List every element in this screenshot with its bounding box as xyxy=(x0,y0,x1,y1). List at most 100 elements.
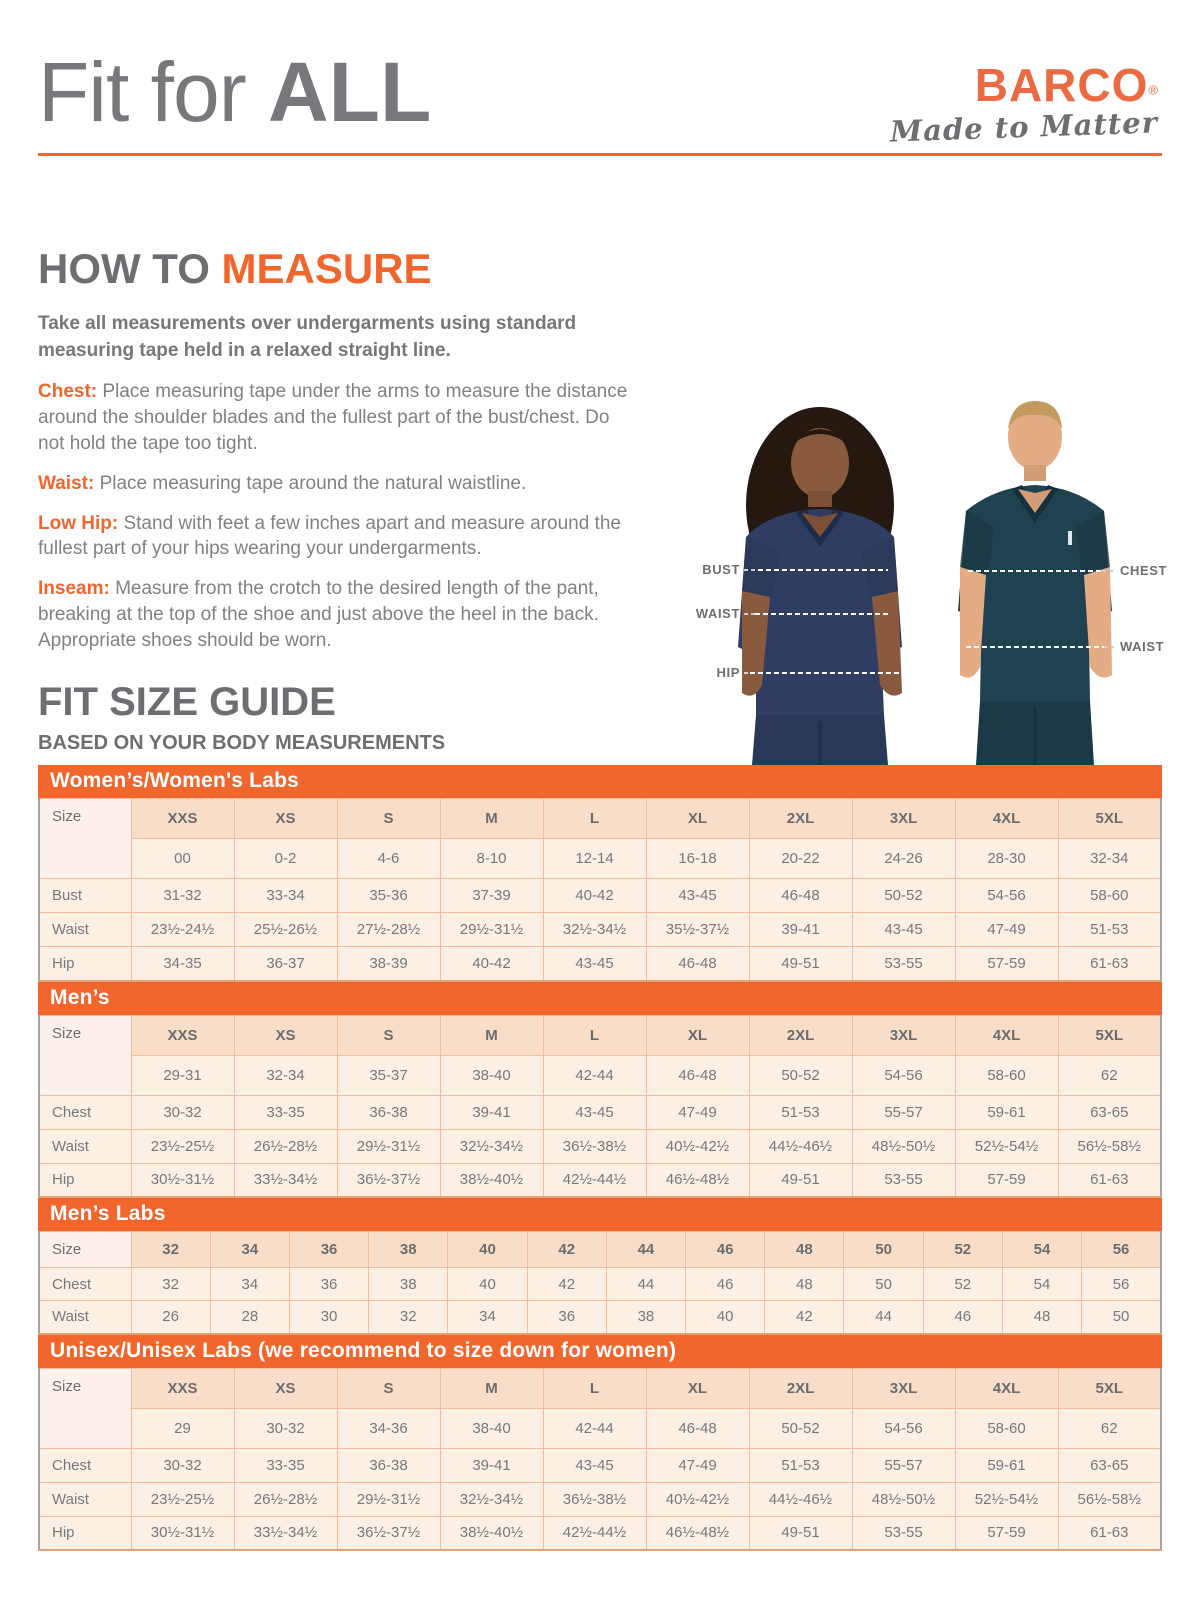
size-header-cell: 56 xyxy=(1081,1231,1162,1268)
value-cell: 23½-25½ xyxy=(130,1481,235,1517)
value-cell: 53-55 xyxy=(851,1515,956,1551)
table-row: Hip 34-35 36-37 38-39 40-42 43-45 46-48 49-51 53… xyxy=(38,946,1162,981)
size-label-cell: Size xyxy=(38,798,132,879)
hip-label: HIP xyxy=(716,665,740,680)
size-header-cell: XXS xyxy=(130,798,235,839)
value-cell: 34 xyxy=(447,1300,528,1334)
value-cell: 32 xyxy=(368,1300,449,1334)
size-range-cell: 54-56 xyxy=(851,1407,956,1449)
size-header-cell: 38 xyxy=(368,1231,449,1268)
man-model xyxy=(958,401,1112,765)
size-range-cell: 29-31 xyxy=(130,1054,235,1096)
size-range-cell: 62 xyxy=(1057,1407,1162,1449)
measure-intro-text: Take all measurements over undergarments… xyxy=(38,313,577,361)
waist-left-label: WAIST xyxy=(695,606,740,621)
value-cell: 29½-31½ xyxy=(336,1128,441,1164)
value-cell: 54 xyxy=(1001,1267,1083,1301)
value-cell: 36½-37½ xyxy=(336,1162,441,1198)
size-table: Size XXS XS S M L XL 2XL 3XL 4XL 5XL 29-31 32-34 35-3… xyxy=(38,1014,1162,1198)
size-range-cell: 34-36 xyxy=(336,1407,441,1449)
value-cell: 34 xyxy=(209,1267,290,1301)
value-cell: 39-41 xyxy=(748,912,853,947)
size-range-cell: 29 xyxy=(130,1407,235,1449)
row-label-cell: Chest xyxy=(38,1267,132,1301)
value-cell: 39-41 xyxy=(439,1447,544,1483)
table-row: Hip 30½-31½ 33½-34½ 36½-37½ 38½-40½ 42½-44½ 46… xyxy=(38,1515,1162,1551)
value-cell: 57-59 xyxy=(954,946,1059,981)
size-range-cell: 58-60 xyxy=(954,1054,1059,1096)
size-table: Size 32 34 36 38 40 42 44 46 48 50 52 54 56 Chest 32 34 3… xyxy=(38,1231,1162,1335)
value-cell: 30-32 xyxy=(130,1094,235,1130)
value-cell: 50 xyxy=(1081,1300,1162,1334)
size-range-cell: 0-2 xyxy=(233,838,338,879)
value-cell: 54-56 xyxy=(954,878,1059,913)
value-cell: 30½-31½ xyxy=(130,1162,235,1198)
table-row: Waist 23½-25½ 26½-28½ 29½-31½ 32½-34½ 36½-38½… xyxy=(38,1481,1162,1517)
size-header-cell: 3XL xyxy=(851,1367,956,1409)
page-title: Fit for ALL xyxy=(38,50,431,134)
value-cell: 63-65 xyxy=(1057,1094,1162,1130)
size-header-cell: XXS xyxy=(130,1014,235,1056)
value-cell: 32 xyxy=(130,1267,211,1301)
table-row: Waist 23½-24½ 25½-26½ 27½-28½ 29½-31½ 32½-34½… xyxy=(38,912,1162,947)
value-cell: 46-48 xyxy=(645,946,750,981)
value-cell: 43-45 xyxy=(542,946,647,981)
barco-logo-tagline: Made to Matter xyxy=(889,105,1159,149)
size-label-cell: Size xyxy=(38,1014,132,1096)
size-header-cell: M xyxy=(439,1367,544,1409)
table-row: Chest 30-32 33-35 36-38 39-41 43-45 47-49 51-53… xyxy=(38,1094,1162,1130)
size-range-cell: 58-60 xyxy=(954,1407,1059,1449)
value-cell: 46½-48½ xyxy=(645,1162,750,1198)
size-header-cell: 3XL xyxy=(851,798,956,839)
value-cell: 38½-40½ xyxy=(439,1515,544,1551)
size-header-cell: 2XL xyxy=(748,1014,853,1056)
size-range-cell: 62 xyxy=(1057,1054,1162,1096)
size-header-cell: 46 xyxy=(685,1231,766,1268)
value-cell: 32½-34½ xyxy=(439,1481,544,1517)
size-header-cell: S xyxy=(336,1014,441,1056)
size-header-cell: 40 xyxy=(447,1231,528,1268)
registered-trademark-icon: ® xyxy=(1148,82,1158,98)
row-label-cell: Waist xyxy=(38,912,132,947)
value-cell: 34-35 xyxy=(130,946,235,981)
measure-instruction: Inseam: Measure from the crotch to the d… xyxy=(38,576,634,653)
value-cell: 59-61 xyxy=(954,1094,1059,1130)
size-header-cell: 54 xyxy=(1001,1231,1083,1268)
value-cell: 56½-58½ xyxy=(1057,1481,1162,1517)
value-cell: 40½-42½ xyxy=(645,1128,750,1164)
measure-instruction-label: Low Hip: xyxy=(38,512,119,534)
size-range-cell: 54-56 xyxy=(851,1054,956,1096)
fit-size-guide-subtitle: BASED ON YOUR BODY MEASUREMENTS xyxy=(38,732,446,754)
value-cell: 51-53 xyxy=(1057,912,1162,947)
how-to-measure-title: HOW TO MEASURE xyxy=(38,245,634,293)
row-label-cell: Chest xyxy=(38,1447,132,1483)
value-cell: 33-35 xyxy=(233,1094,338,1130)
value-cell: 26 xyxy=(130,1300,211,1334)
value-cell: 42 xyxy=(526,1267,607,1301)
table-title-band: Unisex/Unisex Labs (we recommend to size… xyxy=(38,1334,1162,1368)
value-cell: 33-34 xyxy=(233,878,338,913)
table-row: Bust 31-32 33-34 35-36 37-39 40-42 43-45 46-48 5… xyxy=(38,878,1162,913)
value-cell: 36½-38½ xyxy=(542,1481,647,1517)
value-cell: 26½-28½ xyxy=(233,1481,338,1517)
value-cell: 49-51 xyxy=(748,946,853,981)
value-cell: 30-32 xyxy=(130,1447,235,1483)
value-cell: 42½-44½ xyxy=(542,1162,647,1198)
header-divider xyxy=(38,153,1162,156)
value-cell: 30½-31½ xyxy=(130,1515,235,1551)
size-range-cell: 50-52 xyxy=(748,1407,853,1449)
barco-logo-wordmark: BARCO xyxy=(974,59,1149,111)
size-range-cell: 35-37 xyxy=(336,1054,441,1096)
value-cell: 61-63 xyxy=(1057,946,1162,981)
size-header-cell: 2XL xyxy=(748,798,853,839)
size-header-cell: 3XL xyxy=(851,1014,956,1056)
size-range-cell: 42-44 xyxy=(542,1407,647,1449)
value-cell: 49-51 xyxy=(748,1515,853,1551)
size-header-cell: S xyxy=(336,1367,441,1409)
size-range-cell: 38-40 xyxy=(439,1407,544,1449)
size-range-cell: 46-48 xyxy=(645,1054,750,1096)
value-cell: 47-49 xyxy=(645,1094,750,1130)
table-title-band: Women’s/Women's Labs xyxy=(38,765,1162,798)
table-row: Chest 32 34 36 38 40 42 44 46 48 50 52 54 56 xyxy=(38,1267,1162,1301)
size-header-cell: XS xyxy=(233,1367,338,1409)
